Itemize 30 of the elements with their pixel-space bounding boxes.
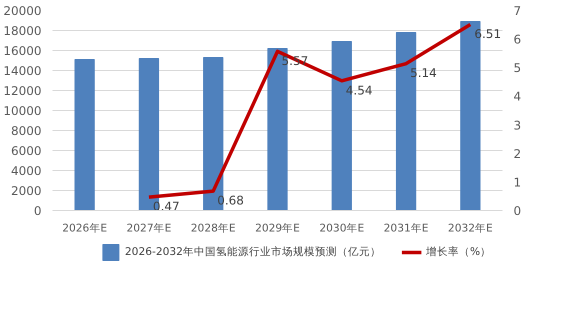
x-tick-label: 2029年E <box>255 222 300 234</box>
legend-label: 2026-2032年中国氢能源行业市场规模预测（亿元） <box>124 245 381 259</box>
y2-tick-label: 1 <box>514 175 522 190</box>
y-tick-label: 2000 <box>10 184 42 198</box>
x-tick-label: 2026年E <box>62 222 108 234</box>
y-tick-label: 20000 <box>3 4 42 18</box>
x-tick-label: 2032年E <box>448 222 494 234</box>
data-label: 5.57 <box>282 54 308 68</box>
y-tick-label: 18000 <box>3 24 42 38</box>
y-tick-label: 16000 <box>3 44 42 58</box>
y-tick-label: 0 <box>34 204 42 218</box>
y2-tick-label: 7 <box>514 4 522 18</box>
bar <box>74 59 95 210</box>
y-tick-label: 4000 <box>10 164 42 178</box>
y-tick-label: 10000 <box>3 104 42 118</box>
y2-tick-label: 2 <box>514 146 522 161</box>
y2-tick-label: 4 <box>514 90 522 104</box>
legend-label: 增长率（%） <box>426 245 492 259</box>
y-tick-label: 6000 <box>10 144 42 158</box>
y2-tick-label: 5 <box>514 61 522 76</box>
y-tick-label: 14000 <box>3 64 42 78</box>
y-tick-label: 12000 <box>3 84 42 98</box>
x-tick-label: 2027年E <box>126 222 172 234</box>
x-tick-label: 2031年E <box>384 222 429 234</box>
x-tick-label: 2030年E <box>319 222 364 234</box>
y2-tick-label: 3 <box>514 118 522 132</box>
x-tick-label: 2028年E <box>190 222 236 234</box>
y-tick-label: 8000 <box>10 124 42 138</box>
y2-tick-label: 6 <box>514 32 522 47</box>
y2-tick-label: 0 <box>514 204 522 218</box>
